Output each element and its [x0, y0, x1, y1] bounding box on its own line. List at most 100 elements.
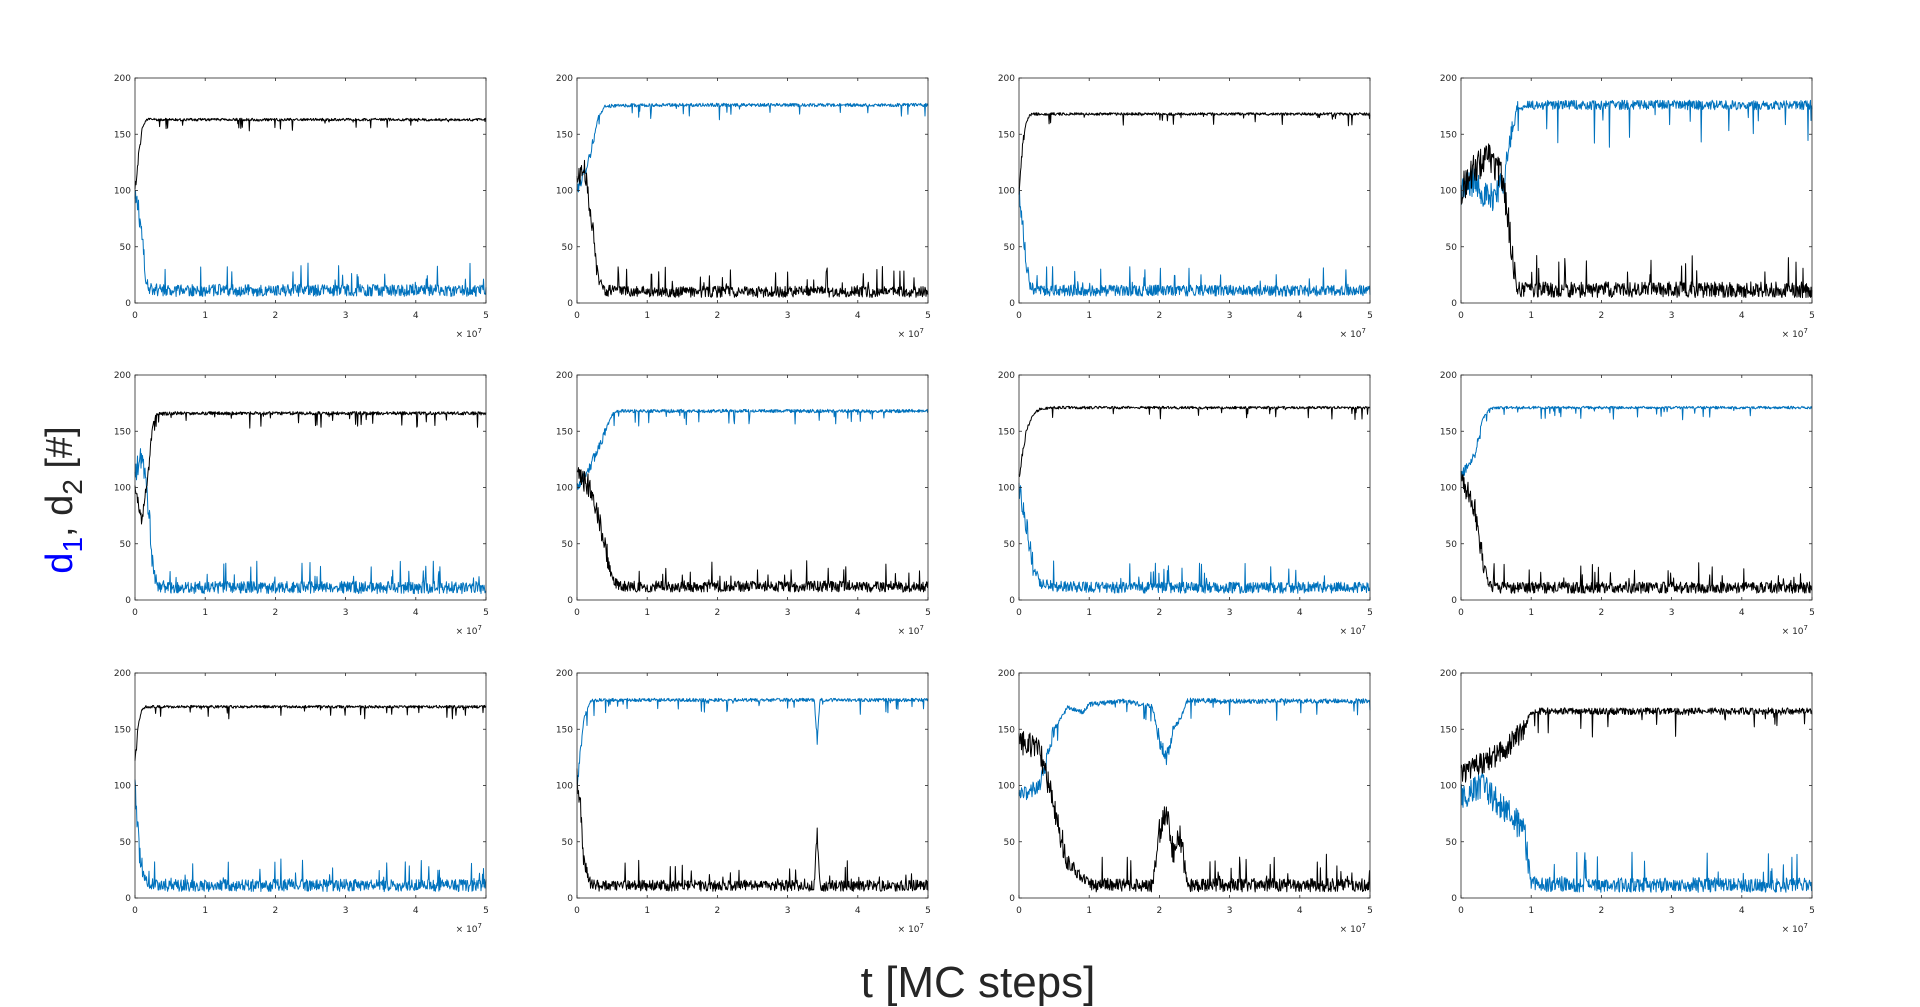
y-tick-label: 150: [114, 725, 131, 735]
x-tick-label: 2: [273, 311, 279, 321]
x-tick-label: 2: [715, 906, 721, 916]
y-tick-label: 100: [998, 782, 1015, 792]
y-tick-label: 100: [998, 187, 1015, 197]
y-tick-label: 100: [114, 484, 131, 494]
y-tick-label: 200: [1440, 669, 1457, 679]
x-tick-label: 4: [1739, 906, 1745, 916]
x-tick-label: 1: [1086, 311, 1092, 321]
series-d2: [134, 117, 487, 190]
x-tick-label: 5: [1367, 608, 1373, 618]
y-tick-label: 0: [1451, 894, 1457, 904]
series-d1: [576, 697, 929, 785]
x-tick-label: 4: [1297, 906, 1303, 916]
x-tick-label: 2: [273, 608, 279, 618]
y-tick-label: 50: [120, 540, 132, 550]
y-tick-label: 0: [125, 894, 131, 904]
y-tick-label: 50: [1004, 243, 1016, 253]
y-tick-label: 50: [1446, 540, 1458, 550]
y-tick-label: 150: [114, 427, 131, 437]
x-tick-label: 4: [413, 906, 419, 916]
x-tick-label: 5: [1809, 311, 1815, 321]
x-tick-label: 4: [855, 311, 861, 321]
y-tick-label: 0: [1009, 299, 1015, 309]
x-tick-label: 3: [785, 906, 791, 916]
x-tick-label: 0: [1458, 311, 1464, 321]
x-exponent-power: 7: [1362, 327, 1366, 335]
x-tick-label: 0: [1458, 608, 1464, 618]
x-exponent-power: 7: [478, 922, 482, 930]
x-tick-label: 0: [132, 608, 138, 618]
x-tick-label: 5: [483, 311, 489, 321]
y-tick-label: 200: [114, 669, 131, 679]
x-tick-label: 3: [343, 608, 349, 618]
y-tick-label: 150: [556, 427, 573, 437]
series-d2: [576, 467, 929, 593]
y-tick-label: 200: [1440, 371, 1457, 381]
x-tick-label: 1: [202, 906, 208, 916]
x-exponent-base: × 10: [456, 627, 478, 637]
y-tick-label: 0: [1451, 299, 1457, 309]
axes-box: [576, 374, 929, 601]
x-exponent-power: 7: [478, 327, 482, 335]
y-tick-label: 150: [1440, 725, 1457, 735]
y-tick-label: 100: [556, 187, 573, 197]
y-tick-label: 150: [998, 130, 1015, 140]
series-d1: [1018, 187, 1371, 297]
x-tick-label: 5: [925, 608, 931, 618]
x-exponent-label: × 107: [898, 624, 924, 637]
axes-box: [134, 77, 487, 304]
series-d1: [1460, 405, 1813, 477]
y-tick-label: 100: [1440, 484, 1457, 494]
y-tick-label: 200: [998, 669, 1015, 679]
x-exponent-base: × 10: [1782, 925, 1804, 935]
x-axis-label: t [MC steps]: [861, 958, 1096, 1007]
y-tick-label: 200: [556, 74, 573, 84]
x-tick-label: 2: [1599, 311, 1605, 321]
y-label-d2-sub: 2: [57, 479, 88, 495]
axes-box: [576, 77, 929, 304]
series-d1: [1018, 482, 1371, 594]
axes-box: [1018, 77, 1371, 304]
x-tick-label: 2: [1599, 906, 1605, 916]
x-tick-label: 0: [1016, 906, 1022, 916]
x-tick-label: 1: [1528, 906, 1534, 916]
series-d2: [134, 411, 487, 525]
y-label-unit: [#]: [39, 426, 81, 479]
x-tick-label: 5: [1809, 906, 1815, 916]
y-tick-label: 0: [1009, 596, 1015, 606]
x-tick-label: 0: [1016, 608, 1022, 618]
x-exponent-label: × 107: [1340, 327, 1366, 340]
x-tick-label: 4: [1739, 608, 1745, 618]
x-exponent-base: × 10: [456, 330, 478, 340]
x-tick-label: 0: [1016, 311, 1022, 321]
x-tick-label: 0: [574, 906, 580, 916]
y-tick-label: 0: [567, 596, 573, 606]
y-tick-label: 200: [114, 371, 131, 381]
x-exponent-power: 7: [920, 922, 924, 930]
y-tick-label: 50: [562, 838, 574, 848]
x-tick-label: 4: [855, 608, 861, 618]
x-exponent-label: × 107: [898, 327, 924, 340]
y-tick-label: 50: [562, 243, 574, 253]
x-tick-label: 3: [1669, 608, 1675, 618]
y-tick-label: 50: [1446, 243, 1458, 253]
x-exponent-label: × 107: [1782, 327, 1808, 340]
x-tick-label: 1: [202, 608, 208, 618]
x-tick-label: 5: [925, 906, 931, 916]
x-tick-label: 4: [855, 906, 861, 916]
x-tick-label: 2: [715, 311, 721, 321]
y-axis-label: d1, d2 [#]: [39, 426, 88, 573]
y-tick-label: 200: [998, 74, 1015, 84]
y-tick-label: 50: [1004, 838, 1016, 848]
series-d1: [134, 190, 487, 297]
y-tick-label: 50: [562, 540, 574, 550]
x-exponent-label: × 107: [1340, 922, 1366, 935]
axes-box: [1460, 672, 1813, 899]
